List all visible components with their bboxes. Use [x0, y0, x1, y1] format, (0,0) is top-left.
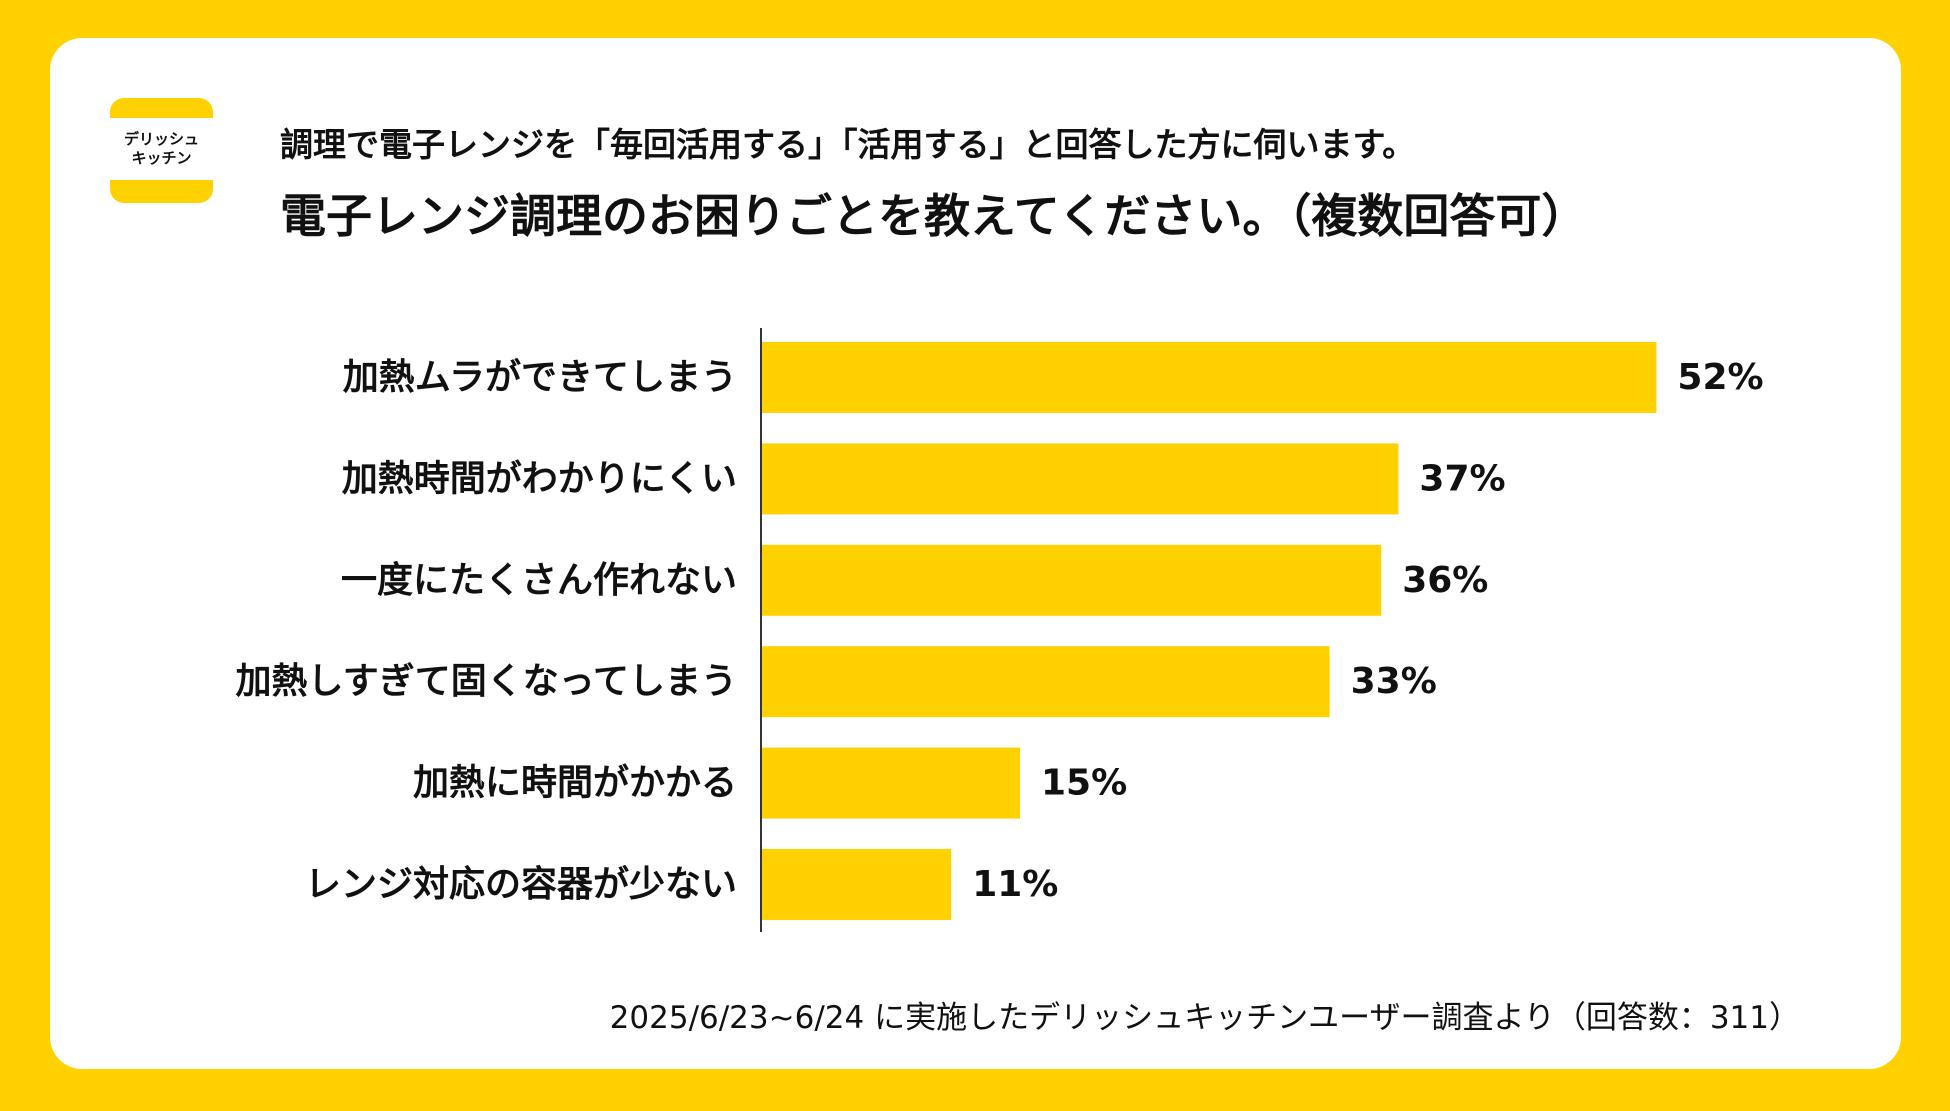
- category-label: 加熱ムラができてしまう: [343, 357, 737, 398]
- chart-title: 電子レンジ調理のお困りごとを教えてください。（複数回答可）: [280, 189, 1588, 243]
- brand-logo-line2: キッチン: [131, 149, 192, 167]
- survey-question: 調理で電子レンジを「毎回活用する」「活用する」と回答した方に伺います。: [280, 125, 1416, 164]
- data-label: 15%: [1041, 763, 1127, 804]
- bar: [762, 342, 1657, 413]
- bar: [762, 646, 1330, 718]
- data-label: 52%: [1677, 357, 1763, 398]
- category-label: 加熱時間がわかりにくい: [342, 458, 737, 499]
- survey-footnote: 2025/6/23~6/24 に実施したデリッシュキッチンユーザー調査より（回答…: [609, 1000, 1800, 1036]
- category-label: 一度にたくさん作れない: [341, 560, 737, 601]
- bar: [762, 443, 1399, 515]
- data-label: 33%: [1351, 661, 1437, 702]
- brand-logo-text: デリッシュ キッチン: [110, 118, 213, 180]
- brand-logo-line1: デリッシュ: [123, 130, 199, 148]
- brand-logo: デリッシュ キッチン: [110, 98, 213, 203]
- data-label: 11%: [972, 864, 1058, 905]
- category-label: 加熱に時間がかかる: [413, 763, 737, 804]
- category-label: レンジ対応の容器が少ない: [305, 864, 737, 905]
- data-label: 37%: [1419, 458, 1505, 499]
- bar: [762, 849, 952, 920]
- data-label: 36%: [1402, 560, 1488, 601]
- bar: [762, 747, 1020, 819]
- category-label: 加熱しすぎて固くなってしまう: [236, 661, 737, 702]
- bar: [762, 544, 1382, 616]
